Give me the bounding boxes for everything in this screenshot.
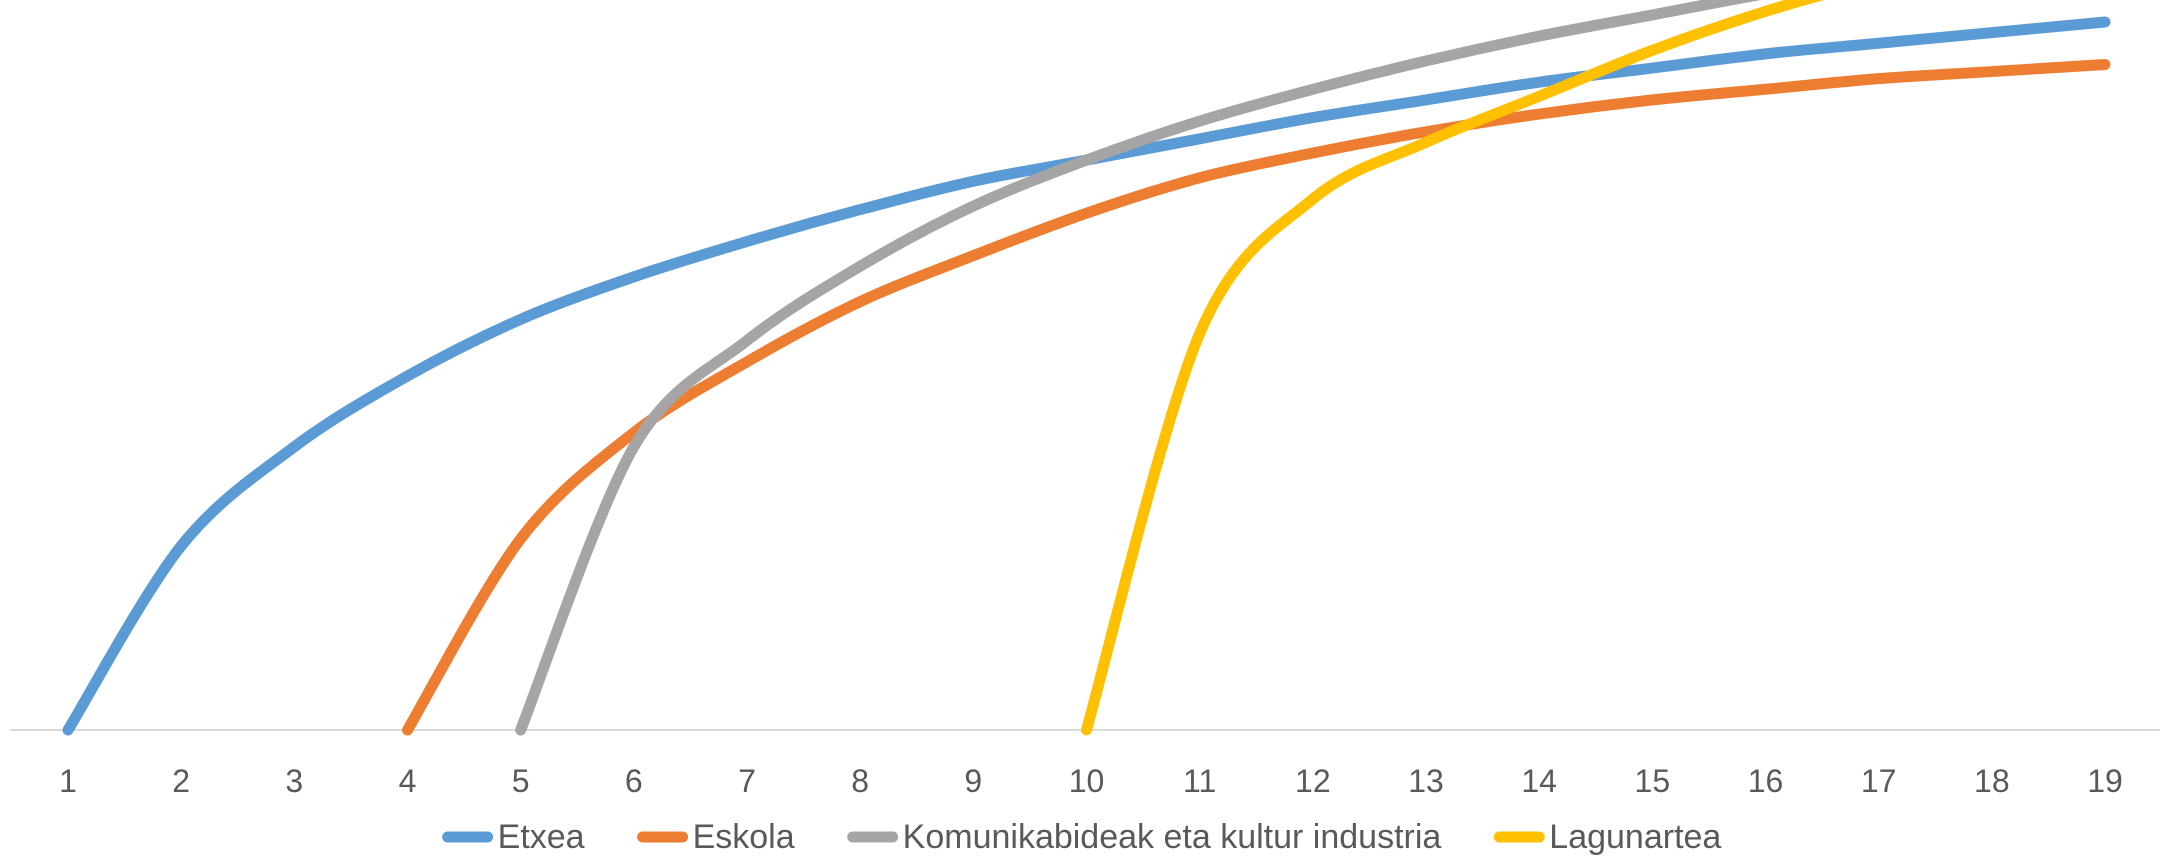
x-tick-label: 16 (1748, 763, 1784, 799)
x-tick-label: 3 (285, 763, 303, 799)
x-tick-label: 19 (2087, 763, 2123, 799)
series-layer (62, 0, 2111, 736)
x-tick-label: 12 (1295, 763, 1331, 799)
legend-label-3: Komunikabideak eta kultur industria (903, 818, 1442, 856)
series-line-4 (1081, 0, 1824, 736)
legend: Etxea Eskola Komunikabideak eta kultur ind… (442, 818, 1721, 856)
x-tick-label: 15 (1635, 763, 1671, 799)
x-tick-label: 4 (399, 763, 417, 799)
legend-label-2: Eskola (693, 818, 795, 856)
series-line-1 (62, 16, 2111, 736)
x-tick-label: 8 (851, 763, 869, 799)
x-tick-label: 17 (1861, 763, 1897, 799)
legend-label-1: Etxea (498, 818, 585, 856)
x-tick-labels: 1 2 3 4 5 6 7 8 9 10 11 12 13 14 15 16 17 18 19 (59, 763, 2123, 799)
x-tick-label: 10 (1069, 763, 1105, 799)
series-line-2 (402, 58, 2111, 736)
x-tick-label: 13 (1408, 763, 1444, 799)
series-line-3 (515, 0, 1762, 736)
x-tick-label: 5 (512, 763, 530, 799)
x-tick-label: 1 (59, 763, 77, 799)
x-tick-label: 11 (1183, 763, 1216, 799)
x-tick-label: 2 (172, 763, 190, 799)
x-tick-label: 7 (738, 763, 756, 799)
x-tick-label: 6 (625, 763, 643, 799)
x-tick-label: 18 (1974, 763, 2010, 799)
x-tick-label: 14 (1521, 763, 1557, 799)
x-tick-label: 9 (964, 763, 982, 799)
legend-label-4: Lagunartea (1549, 818, 1721, 856)
